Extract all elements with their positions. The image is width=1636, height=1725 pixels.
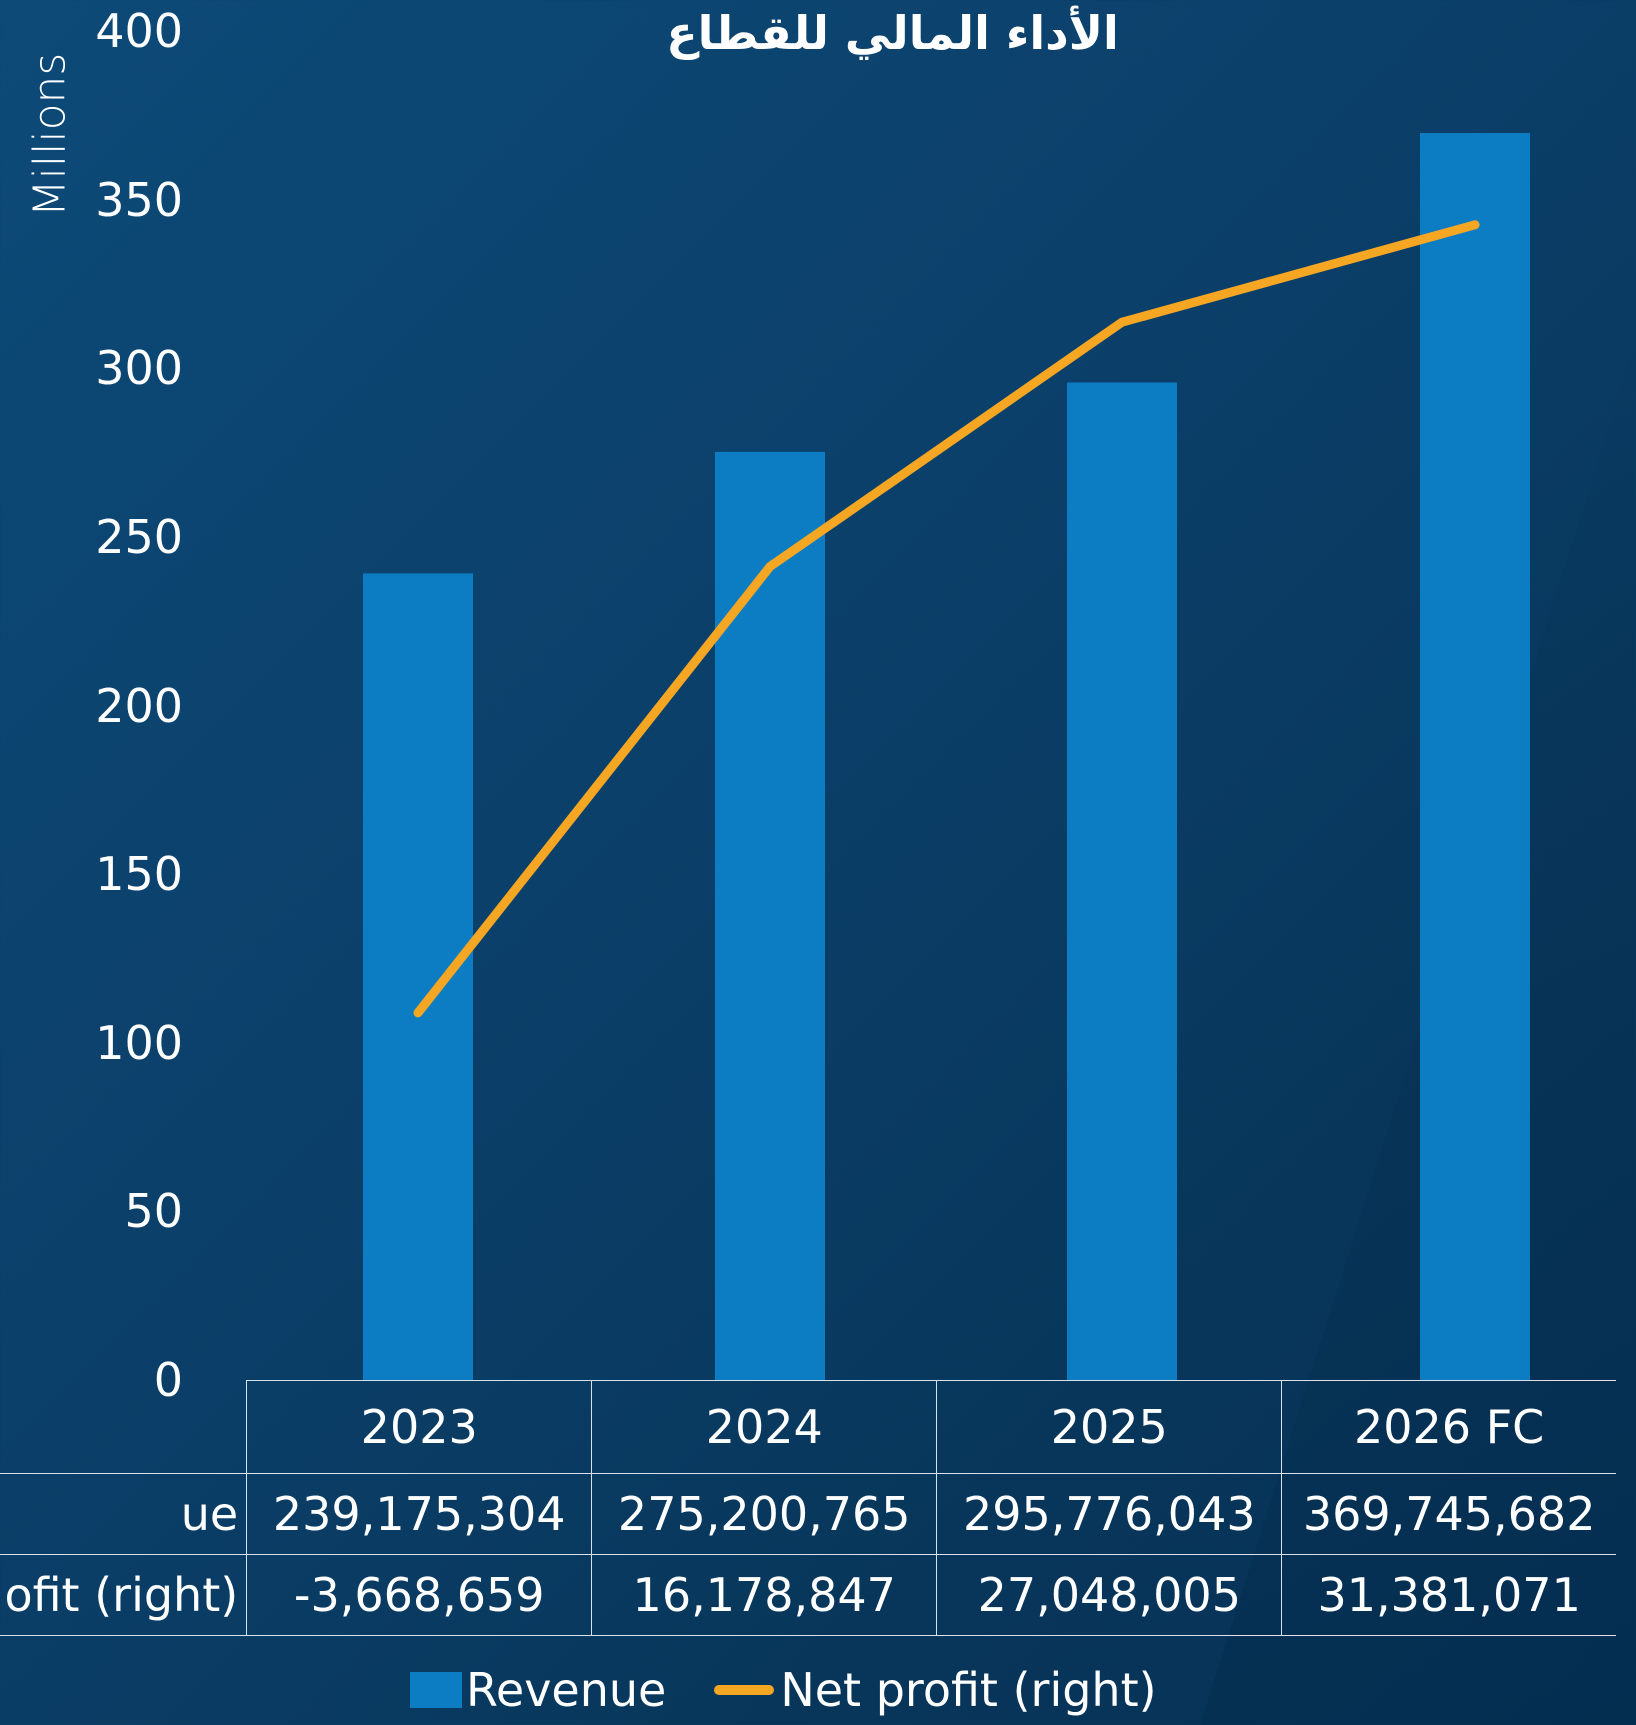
row-label-net-profit: ofit (right) bbox=[0, 1554, 248, 1636]
data-table: 2023 2024 2025 2026 FC ue 239,175,304 27… bbox=[0, 1380, 1616, 1636]
category-label: 2023 bbox=[246, 1380, 593, 1474]
y-tick-label: 100 bbox=[95, 1015, 183, 1070]
y-tick-label: 50 bbox=[124, 1184, 183, 1239]
y-tick-label: 150 bbox=[95, 847, 183, 902]
legend-swatch-revenue bbox=[410, 1672, 462, 1708]
net-profit-point bbox=[1474, 223, 1476, 226]
legend-item-net-profit: Net profit (right) bbox=[714, 1663, 1157, 1717]
legend-swatch-net-profit bbox=[714, 1685, 775, 1695]
revenue-value: 369,745,682 bbox=[1281, 1473, 1616, 1555]
revenue-bar bbox=[363, 573, 473, 1380]
row-label-revenue: ue bbox=[0, 1473, 248, 1555]
chart-title: الأداء المالي للقطاع bbox=[666, 6, 1119, 60]
data-table-profit-row: ofit (right) -3,668,659 16,178,847 27,04… bbox=[0, 1554, 1616, 1636]
data-table-header-row: 2023 2024 2025 2026 FC bbox=[0, 1380, 1616, 1474]
y-tick-label: 250 bbox=[95, 509, 183, 564]
net-profit-value: 16,178,847 bbox=[591, 1554, 938, 1636]
category-label: 2026 FC bbox=[1281, 1380, 1616, 1474]
legend-label-net-profit: Net profit (right) bbox=[780, 1663, 1157, 1717]
net-profit-point bbox=[417, 1011, 419, 1014]
net-profit-point bbox=[1121, 321, 1123, 324]
legend-item-revenue: Revenue bbox=[410, 1663, 666, 1717]
y-tick-label: 200 bbox=[95, 678, 183, 733]
chart-legend: Revenue Net profit (right) bbox=[410, 1660, 1205, 1720]
net-profit-line bbox=[413, 220, 1480, 1018]
revenue-value: 295,776,043 bbox=[936, 1473, 1283, 1555]
y-axis-label: Millions bbox=[24, 52, 76, 218]
net-profit-point bbox=[769, 565, 771, 568]
category-label: 2025 bbox=[936, 1380, 1283, 1474]
net-profit-value: 27,048,005 bbox=[936, 1554, 1283, 1636]
legend-label-revenue: Revenue bbox=[466, 1663, 667, 1717]
revenue-bar bbox=[1420, 133, 1530, 1380]
revenue-value: 275,200,765 bbox=[591, 1473, 938, 1555]
net-profit-value: 31,381,071 bbox=[1281, 1554, 1616, 1636]
revenue-value: 239,175,304 bbox=[246, 1473, 593, 1555]
y-tick-label: 300 bbox=[95, 341, 183, 396]
y-tick-label: 350 bbox=[95, 172, 183, 227]
revenue-bar bbox=[1067, 382, 1177, 1380]
data-table-revenue-row: ue 239,175,304 275,200,765 295,776,043 3… bbox=[0, 1473, 1616, 1555]
revenue-bar bbox=[715, 451, 825, 1381]
net-profit-value: -3,668,659 bbox=[246, 1554, 593, 1636]
category-label: 2024 bbox=[591, 1380, 938, 1474]
y-tick-label: 400 bbox=[95, 4, 183, 58]
data-table-corner bbox=[0, 1380, 247, 1474]
